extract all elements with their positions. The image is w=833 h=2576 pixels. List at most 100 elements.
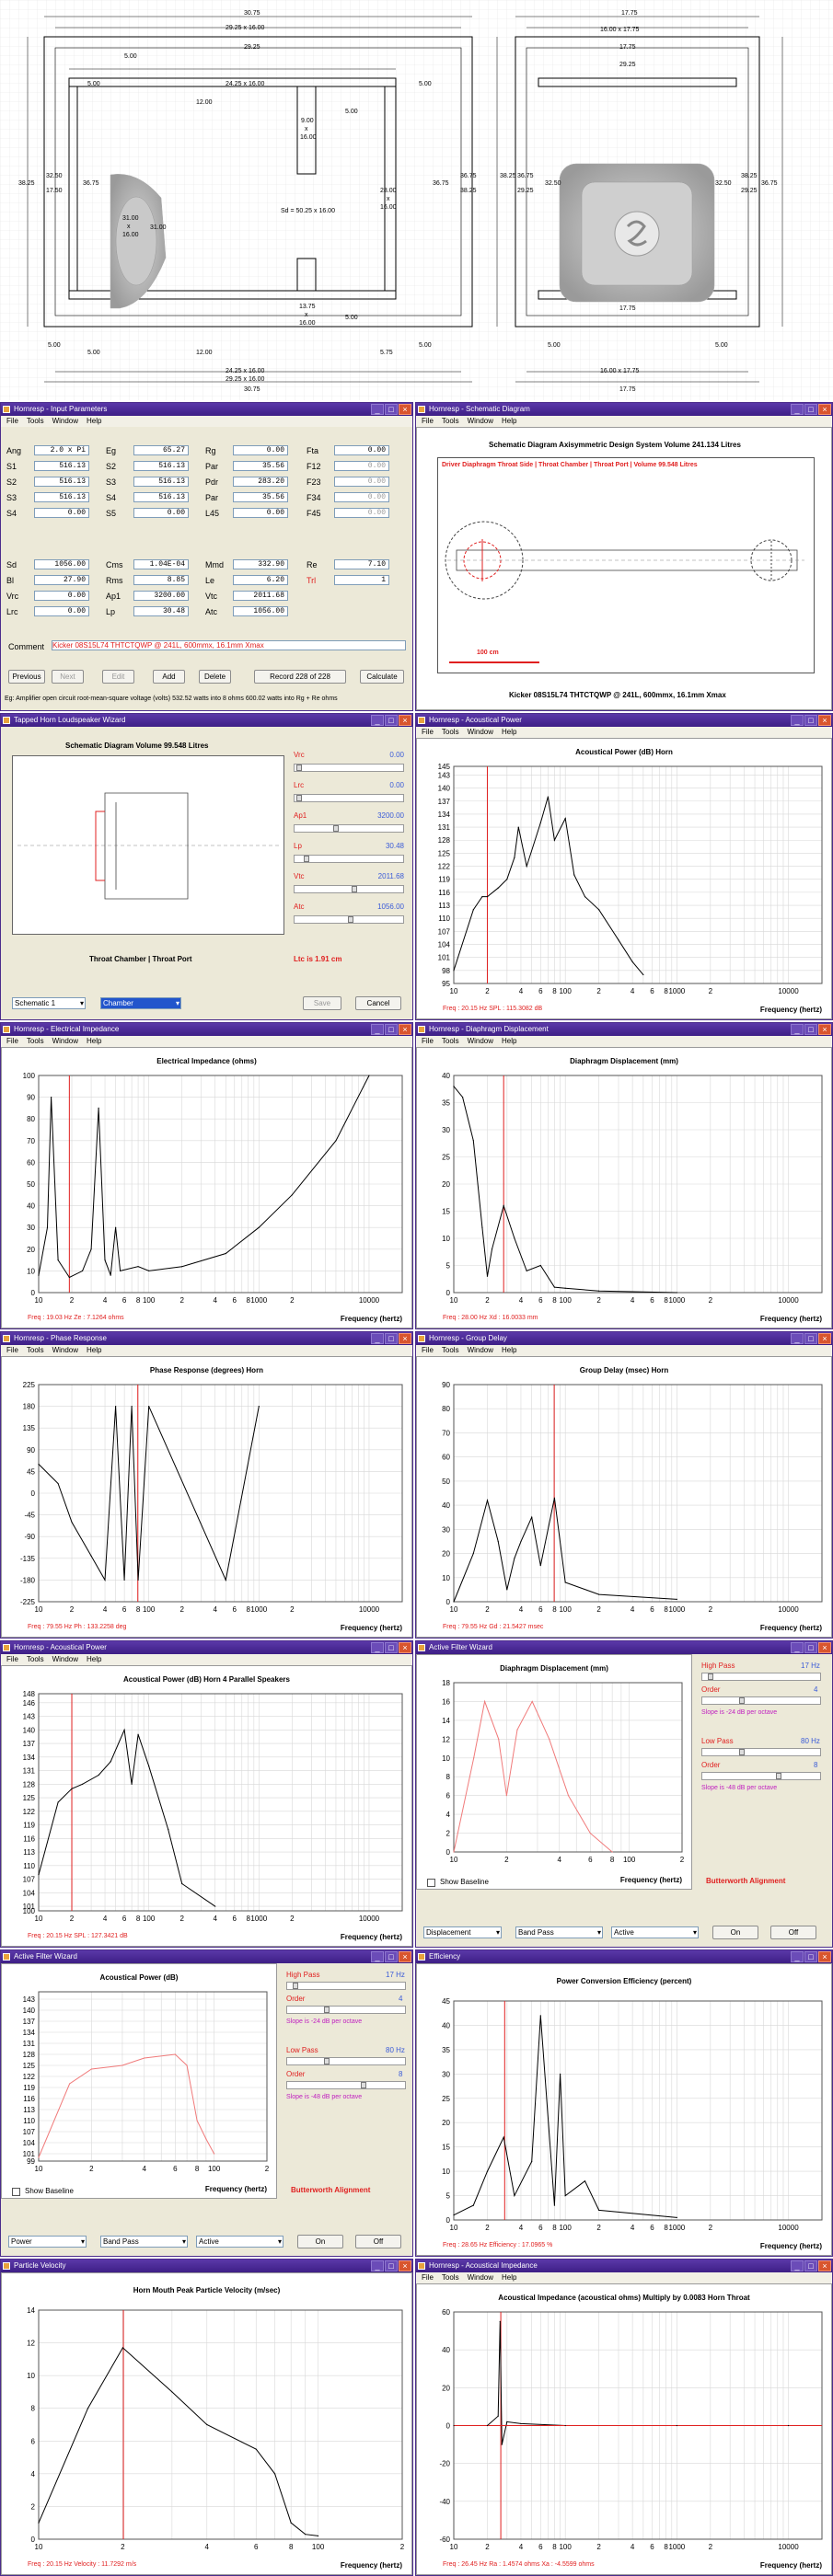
show-baseline-checkbox[interactable]: [12, 2188, 20, 2196]
menu-window[interactable]: Window: [467, 728, 494, 736]
next-button[interactable]: Next: [52, 670, 84, 684]
slider-thumb[interactable]: [708, 1673, 713, 1680]
param-field[interactable]: 0.00: [233, 508, 288, 518]
menu-help[interactable]: Help: [502, 1346, 517, 1354]
title-bar[interactable]: Hornresp - Acoustical Power _ □ ×: [416, 714, 832, 727]
maximize-icon[interactable]: □: [804, 1024, 817, 1035]
chamber-select[interactable]: Chamber: [100, 997, 181, 1009]
maximize-icon[interactable]: □: [385, 2260, 398, 2271]
close-icon[interactable]: ×: [399, 1333, 411, 1344]
minimize-icon[interactable]: _: [791, 1642, 804, 1653]
slider-thumb[interactable]: [304, 856, 309, 862]
param-field[interactable]: 3200.00: [133, 591, 189, 601]
maximize-icon[interactable]: □: [804, 2260, 817, 2271]
param-field[interactable]: 8.85: [133, 575, 189, 585]
menu-tools[interactable]: Tools: [26, 1037, 44, 1045]
save-button[interactable]: Save: [303, 996, 341, 1010]
close-icon[interactable]: ×: [818, 2260, 831, 2271]
filter-mode-select[interactable]: Active: [196, 2236, 283, 2248]
menu-window[interactable]: Window: [52, 417, 79, 425]
title-bar[interactable]: Hornresp - Acoustical Impedance _ □ ×: [416, 2260, 832, 2272]
slider-thumb[interactable]: [776, 1773, 781, 1779]
slider-thumb[interactable]: [739, 1697, 745, 1704]
on-button[interactable]: On: [297, 2235, 343, 2248]
close-icon[interactable]: ×: [818, 1333, 831, 1344]
add-button[interactable]: Add: [153, 670, 185, 684]
order-slider[interactable]: [701, 1772, 821, 1780]
param-field[interactable]: 0.00: [233, 445, 288, 455]
param-field[interactable]: 2011.68: [233, 591, 288, 601]
parameter-slider[interactable]: [294, 915, 404, 924]
param-field[interactable]: 516.13: [133, 492, 189, 502]
show-baseline-checkbox[interactable]: [427, 1879, 435, 1887]
maximize-icon[interactable]: □: [385, 715, 398, 726]
close-icon[interactable]: ×: [399, 2260, 411, 2271]
minimize-icon[interactable]: _: [371, 1951, 384, 1962]
menu-help[interactable]: Help: [87, 1037, 102, 1045]
slider-thumb[interactable]: [296, 795, 302, 801]
param-field[interactable]: 0.00: [334, 461, 389, 471]
param-field[interactable]: 516.13: [133, 461, 189, 471]
parameter-slider[interactable]: [294, 885, 404, 893]
menu-help[interactable]: Help: [502, 417, 517, 425]
param-field[interactable]: 0.00: [34, 606, 89, 616]
menu-tools[interactable]: Tools: [26, 417, 44, 425]
close-icon[interactable]: ×: [399, 1024, 411, 1035]
slider-thumb[interactable]: [296, 765, 302, 771]
menu-tools[interactable]: Tools: [441, 1037, 459, 1045]
slider-thumb[interactable]: [348, 916, 353, 923]
maximize-icon[interactable]: □: [804, 1333, 817, 1344]
param-field[interactable]: 1.04E-04: [133, 559, 189, 569]
title-bar[interactable]: Hornresp - Acoustical Power _ □ ×: [1, 1641, 412, 1654]
maximize-icon[interactable]: □: [804, 404, 817, 415]
param-field[interactable]: 1056.00: [34, 559, 89, 569]
schematic-select[interactable]: Schematic 1: [12, 997, 86, 1009]
param-field[interactable]: 1: [334, 575, 389, 585]
param-field[interactable]: 0.00: [334, 445, 389, 455]
param-field[interactable]: 516.13: [34, 477, 89, 487]
maximize-icon[interactable]: □: [804, 715, 817, 726]
minimize-icon[interactable]: _: [371, 2260, 384, 2271]
curve-select[interactable]: Displacement: [423, 1926, 502, 1938]
param-field[interactable]: 332.90: [233, 559, 288, 569]
menu-window[interactable]: Window: [467, 1346, 494, 1354]
menu-tools[interactable]: Tools: [441, 1346, 459, 1354]
slider-thumb[interactable]: [293, 1983, 298, 1989]
close-icon[interactable]: ×: [818, 1951, 831, 1962]
menu-help[interactable]: Help: [502, 1037, 517, 1045]
menu-file[interactable]: File: [422, 728, 434, 736]
parameter-slider[interactable]: [294, 764, 404, 772]
menu-window[interactable]: Window: [52, 1655, 79, 1663]
title-bar[interactable]: Hornresp - Electrical Impedance _ □ ×: [1, 1023, 412, 1036]
param-field[interactable]: 516.13: [34, 492, 89, 502]
menu-window[interactable]: Window: [52, 1346, 79, 1354]
param-field[interactable]: 30.48: [133, 606, 189, 616]
minimize-icon[interactable]: _: [791, 404, 804, 415]
maximize-icon[interactable]: □: [385, 1642, 398, 1653]
maximize-icon[interactable]: □: [385, 1951, 398, 1962]
on-button[interactable]: On: [712, 1926, 758, 1939]
maximize-icon[interactable]: □: [804, 1951, 817, 1962]
param-field[interactable]: 0.00: [334, 508, 389, 518]
filter-mode-select[interactable]: Active: [611, 1926, 699, 1938]
maximize-icon[interactable]: □: [804, 1642, 817, 1653]
title-bar[interactable]: Hornresp - Schematic Diagram _ □ ×: [416, 403, 832, 416]
close-icon[interactable]: ×: [399, 1951, 411, 1962]
filter-type-select[interactable]: Band Pass: [100, 2236, 188, 2248]
param-field[interactable]: 65.27: [133, 445, 189, 455]
maximize-icon[interactable]: □: [385, 1333, 398, 1344]
minimize-icon[interactable]: _: [791, 2260, 804, 2271]
off-button[interactable]: Off: [355, 2235, 401, 2248]
slider-thumb[interactable]: [352, 886, 357, 892]
minimize-icon[interactable]: _: [791, 715, 804, 726]
param-field[interactable]: 0.00: [133, 508, 189, 518]
minimize-icon[interactable]: _: [371, 404, 384, 415]
high-pass-slider[interactable]: [701, 1673, 821, 1681]
param-field[interactable]: 0.00: [34, 508, 89, 518]
